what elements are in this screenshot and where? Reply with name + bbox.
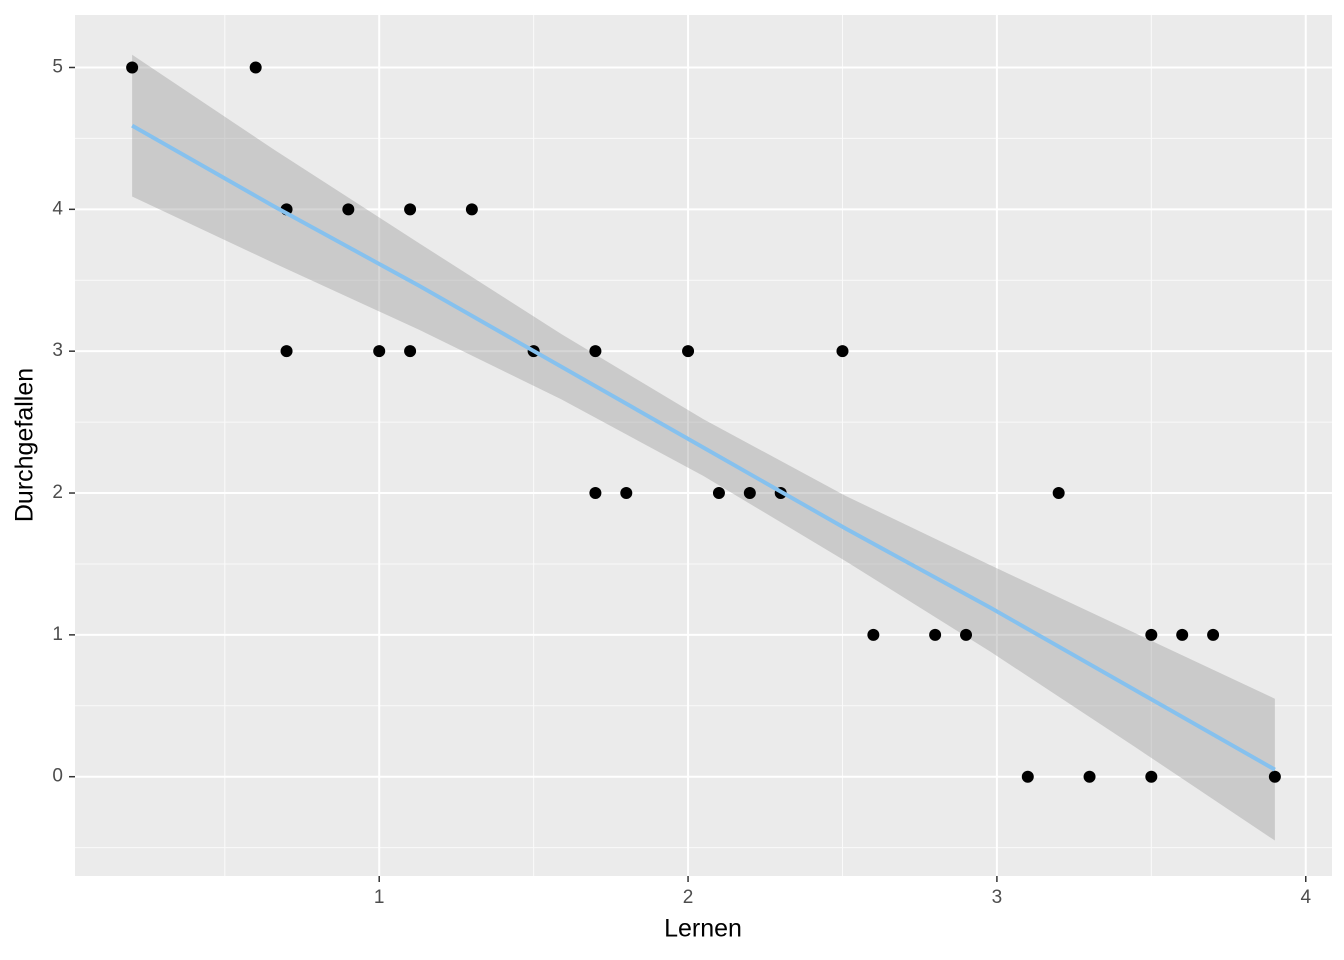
point: [1145, 628, 1158, 641]
x-tick-label: 2: [683, 887, 694, 908]
point: [1052, 487, 1065, 500]
x-tick-label: 1: [374, 887, 385, 908]
x-tick-label: 3: [992, 887, 1003, 908]
y-tick-label: 3: [52, 340, 63, 361]
point: [249, 61, 262, 74]
point: [743, 487, 756, 500]
point: [1268, 770, 1281, 783]
point: [682, 345, 695, 358]
y-tick-label: 2: [52, 482, 63, 503]
point: [712, 487, 725, 500]
point: [589, 345, 602, 358]
y-tick-label: 4: [52, 198, 63, 219]
point: [1083, 770, 1096, 783]
point: [126, 61, 139, 74]
y-tick-label: 0: [52, 766, 63, 787]
y-axis-title: Durchgefallen: [11, 368, 39, 522]
point: [373, 345, 386, 358]
point: [960, 628, 973, 641]
fit-line: [131, 123, 1276, 772]
point: [280, 345, 293, 358]
y-tick-label: 1: [52, 624, 63, 645]
point: [1145, 770, 1158, 783]
point: [465, 203, 478, 216]
point: [1207, 628, 1220, 641]
y-tick-label: 5: [52, 56, 63, 77]
point: [836, 345, 849, 358]
x-axis-title: Lernen: [664, 915, 742, 943]
point: [929, 628, 942, 641]
point: [1021, 770, 1034, 783]
point: [404, 203, 417, 216]
point: [620, 487, 633, 500]
x-tick-label: 4: [1300, 887, 1311, 908]
point: [867, 628, 880, 641]
point: [404, 345, 417, 358]
point: [342, 203, 355, 216]
point: [1176, 628, 1189, 641]
point: [589, 487, 602, 500]
